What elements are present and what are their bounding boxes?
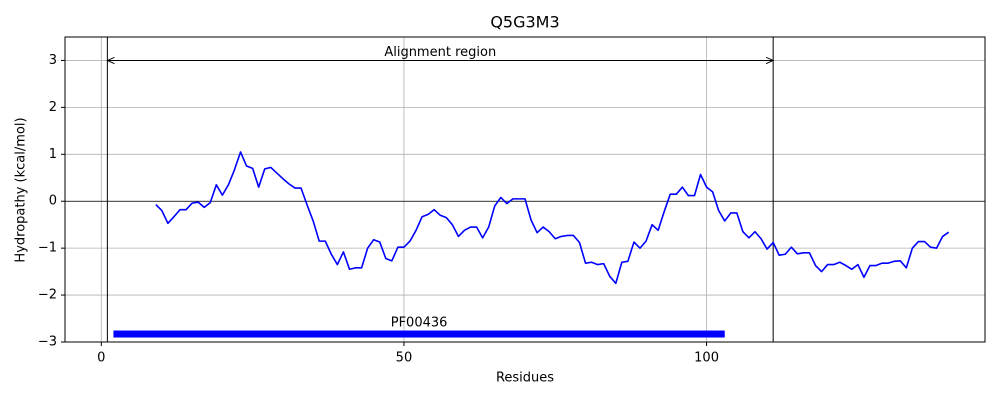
y-tick-label: −3 [38,335,57,350]
x-tick-label: 50 [396,351,413,366]
y-tick-label: 0 [49,194,57,209]
domain-bar [113,330,725,338]
chart-title: Q5G3M3 [490,13,559,32]
plot-frame [64,36,986,343]
region-label: Alignment region [384,45,496,60]
y-tick-label: 2 [49,100,57,115]
x-axis-label: Residues [496,371,554,386]
y-axis-label: Hydropathy (kcal/mol) [14,117,29,262]
domain-label: PF00436 [391,316,448,331]
x-tick-label: 0 [97,351,105,366]
y-tick-label: −2 [38,288,57,303]
hydropathy-line [155,151,950,285]
y-tick-label: 3 [49,53,57,68]
x-tick-label: 100 [694,351,719,366]
y-tick-label: 1 [49,147,57,162]
y-tick-label: −1 [38,241,57,256]
